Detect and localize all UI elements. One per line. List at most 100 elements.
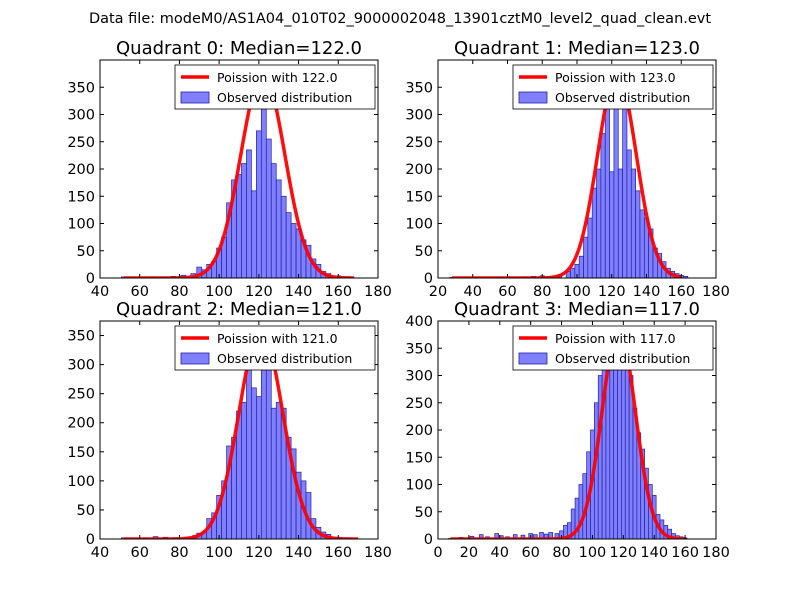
histogram-bar [624,350,630,539]
y-tick-label: 50 [77,503,95,519]
legend-label: Observed distribution [217,90,352,105]
histogram-bar [260,100,267,278]
y-tick-label: 300 [405,108,433,124]
x-tick-label: 120 [245,284,273,300]
x-tick-label: 40 [91,284,109,300]
y-tick-label: 200 [67,162,95,178]
y-tick-label: 200 [405,423,433,439]
plot-area [448,327,688,539]
histogram-bar [265,138,272,278]
histogram-bar [570,267,576,278]
histogram-bar [275,179,282,278]
y-tick-label: 50 [77,244,95,260]
x-tick-label: 100 [205,284,233,300]
histogram-bar [265,364,272,539]
x-tick-label: 60 [521,545,539,561]
x-tick-label: 60 [130,284,148,300]
histogram-bar [290,223,297,278]
x-tick-label: 80 [533,284,551,300]
y-tick-label: 250 [405,396,433,412]
chart-title: Quadrant 1: Median=123.0 [454,38,700,59]
legend: Poission with 121.0 Observed distribution [174,325,376,371]
histogram-bar [241,163,247,278]
legend-bar-swatch [180,91,210,104]
x-tick-label: 80 [170,284,188,300]
y-tick-label: 150 [67,445,95,461]
y-tick-label: 100 [405,217,433,233]
histogram-bar [256,396,262,539]
histogram-bar [621,345,626,539]
poisson-curve [451,71,683,278]
x-tick-label: 60 [498,284,516,300]
legend: Poission with 122.0 Observed distribution [174,64,376,110]
x-tick-label: 60 [130,545,148,561]
figure-title: Data file: modeM0/AS1A04_010T02_90000020… [89,11,711,27]
x-tick-label: 80 [170,545,188,561]
legend-label: Poission with 122.0 [217,70,338,85]
histogram-bar [285,212,292,278]
histogram-bar [275,402,282,539]
y-tick-label: 350 [67,80,95,96]
y-tick-label: 250 [405,135,433,151]
y-tick-label: 150 [67,189,95,205]
x-tick-label: 40 [91,545,109,561]
legend-label: Observed distribution [555,90,690,105]
histogram-bar [256,130,262,278]
x-tick-label: 180 [702,284,730,300]
histogram-bar [578,255,584,278]
legend: Poission with 117.0 Observed distribution [512,325,714,371]
legend-label: Poission with 123.0 [555,70,676,85]
y-tick-label: 250 [67,135,95,151]
histogram-bar [635,190,641,278]
x-tick-label: 140 [285,284,313,300]
y-tick-label: 0 [86,271,95,287]
y-tick-label: 300 [405,369,433,385]
histogram-bar [591,187,597,278]
x-tick-label: 180 [702,545,730,561]
histogram-bar [270,163,277,278]
y-tick-label: 100 [67,217,95,233]
y-tick-label: 150 [405,450,433,466]
histogram-bar [587,217,593,278]
histogram-bar [617,168,623,278]
y-tick-label: 400 [405,314,433,330]
chart-title: Quadrant 0: Median=122.0 [116,38,362,59]
chart-panel-2: 40 60 80 100 120 140 160 180 0 50 100 150 200 250 300 3… [67,299,392,561]
legend-bar-swatch [518,352,548,365]
x-tick-label: 140 [633,284,661,300]
x-tick-label: 80 [552,545,570,561]
x-tick-label: 0 [433,545,442,561]
histogram-bar [241,402,247,539]
histogram-bar [512,534,518,539]
y-tick-label: 350 [405,80,433,96]
y-tick-label: 350 [67,329,95,345]
x-tick-label: 120 [609,545,637,561]
x-tick-label: 20 [460,545,478,561]
legend: Poission with 123.0 Observed distribution [512,64,714,110]
histogram-bar [251,387,257,539]
x-tick-label: 160 [324,284,352,300]
histogram-bar [639,209,645,278]
legend-label: Poission with 117.0 [555,331,676,346]
x-tick-label: 160 [324,545,352,561]
chart-panel-3: 0 20 40 60 80 100 120 140 160 1800501001502002503… [405,299,730,561]
histogram-bar [548,532,554,539]
legend-label: Observed distribution [217,351,352,366]
y-tick-label: 250 [67,387,95,403]
histogram-bar [613,350,618,539]
chart-title: Quadrant 2: Median=121.0 [116,299,362,320]
histogram-bar [251,190,257,278]
histogram-bar [630,168,636,278]
x-tick-label: 100 [579,545,607,561]
axes-frame [99,320,379,540]
histogram-bar [609,361,615,539]
legend-bar-swatch [180,352,210,365]
x-tick-label: 180 [364,284,392,300]
y-tick-label: 0 [424,532,433,548]
x-tick-label: 120 [245,545,273,561]
chart-panel-1: 20 40 60 80 100 120 140 160 180 0 50 100 150 200 250 30… [405,38,730,300]
histogram-bar [600,133,606,278]
legend-label: Poission with 121.0 [217,331,338,346]
histogram-bar [597,375,603,539]
